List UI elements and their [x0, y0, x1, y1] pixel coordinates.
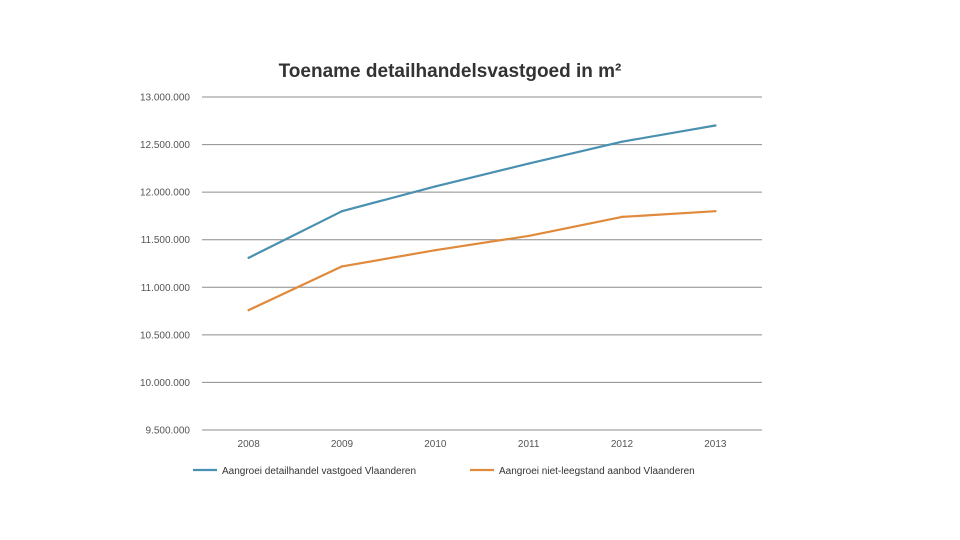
- x-tick-label: 2010: [424, 439, 447, 450]
- y-tick-label: 13.000.000: [140, 93, 190, 104]
- y-tick-label: 10.500.000: [140, 330, 190, 341]
- data-point: [620, 215, 624, 219]
- y-tick-label: 12.000.000: [140, 188, 190, 199]
- y-axis-ticks: 9.500.000 10.000.000 10.500.000 11.000.000 1…: [140, 93, 190, 437]
- grid-lines: [202, 96, 762, 431]
- data-point: [247, 256, 250, 259]
- data-point: [527, 234, 530, 238]
- series-line: [247, 210, 717, 312]
- data-point: [340, 209, 344, 213]
- x-tick-label: 2011: [518, 439, 540, 450]
- chart-title: Toename detailhandelsvastgoed in m²: [279, 61, 622, 82]
- data-point: [527, 162, 530, 165]
- data-point: [247, 308, 250, 312]
- x-tick-label: 2012: [611, 439, 634, 450]
- x-axis-ticks: 2008 2009 2010 2011 2012 2013: [238, 439, 727, 450]
- x-tick-label: 2008: [238, 439, 261, 450]
- data-point: [714, 124, 717, 127]
- legend-label: Aangroei niet-leegstand aanbod Vlaandere…: [499, 466, 695, 477]
- legend-label: Aangroei detailhandel vastgoed Vlaandere…: [222, 466, 416, 477]
- data-point: [340, 265, 344, 268]
- series-lines: [247, 124, 717, 312]
- legend: Aangroei detailhandel vastgoed Vlaandere…: [193, 466, 695, 477]
- y-tick-label: 9.500.000: [146, 426, 191, 437]
- y-tick-label: 12.500.000: [140, 140, 190, 151]
- series-line: [247, 124, 717, 259]
- data-point: [714, 209, 717, 213]
- x-tick-label: 2009: [331, 439, 354, 450]
- data-point: [620, 140, 624, 143]
- data-point: [434, 185, 437, 188]
- y-tick-label: 11.000.000: [141, 283, 191, 294]
- y-tick-label: 10.000.000: [140, 378, 190, 389]
- y-tick-label: 11.500.000: [141, 235, 191, 246]
- data-point: [434, 248, 437, 252]
- x-tick-label: 2013: [704, 439, 727, 450]
